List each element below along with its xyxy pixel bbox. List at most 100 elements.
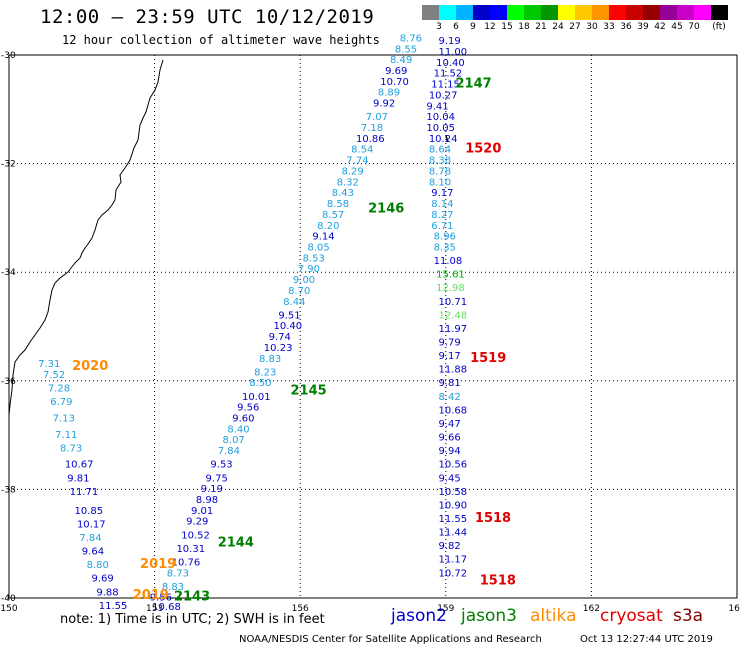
wave-height-value: 8.29 (341, 166, 363, 177)
wave-height-value: 8.76 (400, 33, 422, 44)
legend-swatch (711, 5, 728, 20)
legend-label: 12 (484, 22, 496, 32)
legend-label: 27 (569, 22, 581, 32)
wave-height-value: 9.74 (269, 332, 291, 343)
wave-height-value: 11.44 (439, 528, 468, 539)
wave-height-value: 11.08 (434, 256, 463, 267)
wave-height-value: 9.17 (431, 188, 453, 199)
wave-height-value: 8.53 (303, 253, 325, 264)
wave-height-value: 7.18 (361, 123, 383, 134)
wave-height-value: 9.19 (201, 484, 223, 495)
legend-swatch (575, 5, 592, 20)
wave-height-value: 9.94 (439, 446, 461, 457)
legend-swatch (592, 5, 609, 20)
wave-height-value: 10.70 (380, 77, 409, 88)
legend-label: 9 (470, 22, 476, 32)
wave-height-value: 10.52 (181, 530, 210, 541)
wave-height-value: 10.05 (426, 123, 455, 134)
legend-label: 6 (453, 22, 459, 32)
pass-time-label: 2145 (290, 383, 326, 398)
wave-height-value: 10.90 (439, 500, 468, 511)
wave-height-value: 10.67 (65, 460, 94, 471)
page-title: 12:00 — 23:59 UTC 10/12/2019 (40, 6, 375, 28)
pass-time-label: 2019 (133, 588, 169, 603)
wave-height-value: 11.00 (439, 47, 468, 58)
wave-height-value: 9.53 (210, 460, 232, 471)
pass-time-label: 1520 (465, 142, 501, 157)
wave-height-value: 9.14 (312, 232, 334, 243)
wave-height-value: 9.64 (82, 547, 104, 558)
legend-label: 42 (654, 22, 666, 32)
lon-tick-label: 165 (728, 604, 740, 614)
legend-swatch (456, 5, 473, 20)
wave-height-value: 9.69 (92, 574, 114, 585)
wave-height-value: 10.68 (152, 602, 181, 613)
wave-height-value: 10.31 (176, 544, 205, 555)
wave-height-value: 11.17 (439, 555, 468, 566)
wave-height-value: 11.97 (439, 324, 468, 335)
wave-height-value: 9.47 (439, 419, 461, 430)
altimeter-tracks: 7.317.52 7.28 6.79 7.13 7.11 8.73 10.67 9.81 11.… (38, 33, 467, 613)
lon-tick-label: 150 (0, 604, 17, 614)
wave-height-value: 10.76 (172, 557, 201, 568)
legend-label: 45 (671, 22, 683, 32)
legend-label: 3 (436, 22, 442, 32)
legend-swatch (473, 5, 490, 20)
wave-height-value: 8.58 (327, 199, 349, 210)
wave-height-value: 11.15 (431, 80, 460, 91)
generated-timestamp: Oct 13 12:27:44 UTC 2019 (580, 634, 713, 645)
wave-height-value: 9.51 (278, 310, 300, 321)
wave-height-value: 8.96 (434, 232, 456, 243)
legend-altika: altika (530, 606, 577, 626)
wave-height-value: 10.27 (429, 90, 458, 101)
lon-tick-label: 159 (437, 604, 454, 614)
pass-time-label: 2146 (368, 201, 404, 216)
legend-label: 30 (586, 22, 598, 32)
legend-swatch (660, 5, 677, 20)
wave-height-value: 11.55 (439, 514, 468, 525)
wave-height-value: 8.73 (167, 568, 189, 579)
legend-swatch (626, 5, 643, 20)
pass-time-label: 1519 (470, 351, 506, 366)
wave-height-value: 10.04 (426, 112, 455, 123)
lat-tick-label: -38 (1, 485, 16, 495)
legend-swatch (490, 5, 507, 20)
legend-swatch (558, 5, 575, 20)
wave-height-value: 8.98 (196, 495, 218, 506)
wave-height-value: 9.19 (439, 36, 461, 47)
wave-height-value: 9.45 (439, 473, 461, 484)
wave-height-value: 8.80 (87, 560, 109, 571)
wave-height-value: 8.05 (307, 242, 329, 253)
wave-height-value: 10.85 (75, 506, 104, 517)
wave-height-value: 10.40 (436, 58, 465, 69)
wave-height-value: 9.60 (232, 414, 254, 425)
wave-height-value: 9.29 (186, 517, 208, 528)
wave-height-value: 7.52 (43, 370, 65, 381)
wave-height-value: 8.43 (332, 188, 354, 199)
wave-height-value: 15.61 (436, 270, 465, 281)
legend-label: 39 (637, 22, 649, 32)
wave-height-value: 9.41 (426, 101, 448, 112)
legend-label: 18 (518, 22, 530, 32)
wave-height-value: 10.17 (77, 519, 106, 530)
wave-height-value: 10.58 (439, 487, 468, 498)
pass-time-label: 2143 (174, 590, 210, 605)
legend-jason2: jason2 (391, 606, 447, 626)
wave-height-value: 12.98 (436, 283, 465, 294)
wave-height-value: 8.23 (254, 367, 276, 378)
pass-time-label: 1518 (480, 573, 516, 588)
wave-height-value: 6.71 (431, 221, 453, 232)
legend-cryosat: cryosat (600, 606, 663, 626)
wave-height-value: 8.10 (429, 177, 451, 188)
lon-tick-label: 162 (583, 604, 600, 614)
wave-height-value: 8.07 (223, 435, 245, 446)
wave-height-value: 7.84 (218, 446, 240, 457)
legend-label: 24 (552, 22, 564, 32)
wave-height-value: 8.55 (395, 44, 417, 55)
legend-swatch (422, 5, 439, 20)
legend-swatch (609, 5, 626, 20)
island-mark (445, 135, 449, 143)
wave-height-value: 9.69 (385, 66, 407, 77)
legend-jason3: jason3 (461, 606, 517, 626)
